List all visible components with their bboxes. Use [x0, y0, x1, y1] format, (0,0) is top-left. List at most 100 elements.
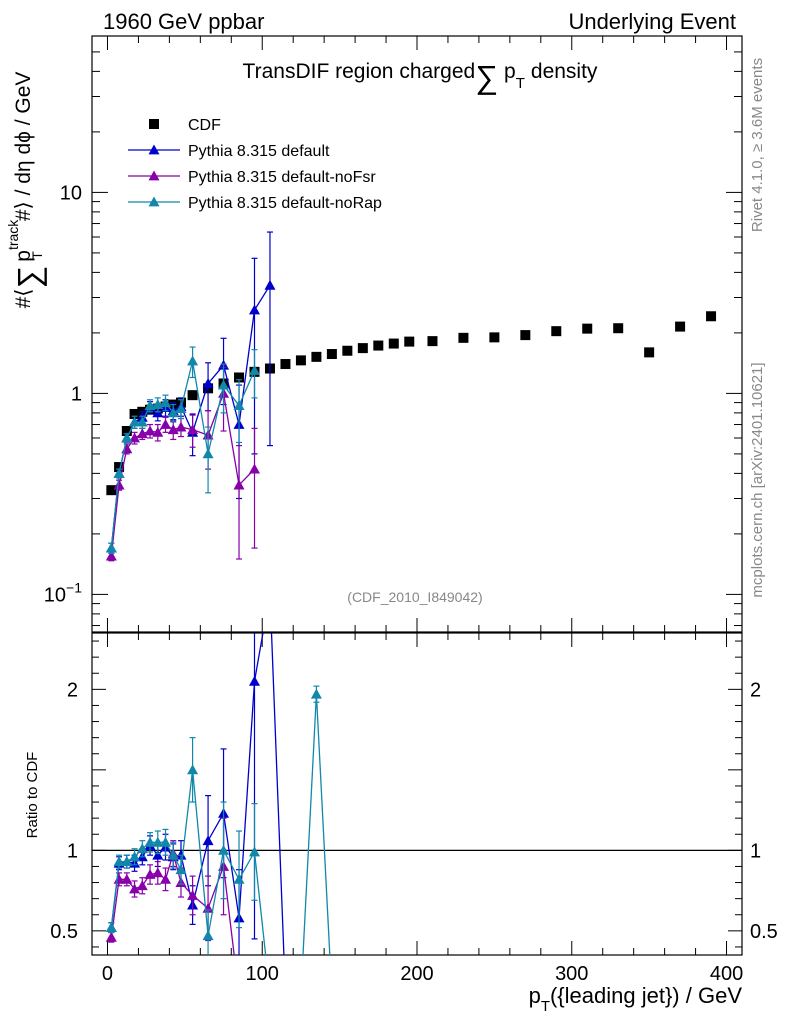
data-point — [167, 407, 179, 418]
data-point — [114, 462, 125, 473]
data-point — [167, 849, 179, 860]
data-point — [218, 379, 230, 390]
data-point — [129, 851, 141, 862]
data-point — [249, 304, 260, 315]
x-tick-label: 400 — [710, 963, 743, 985]
ratio-series — [105, 633, 331, 955]
data-point — [187, 355, 199, 366]
data-point — [152, 849, 164, 860]
data-point — [136, 843, 148, 854]
main-series — [105, 231, 717, 562]
data-point — [167, 424, 179, 435]
legend: CDF Pythia 8.315 default Pythia 8.315 defa… — [128, 117, 382, 212]
data-point — [249, 364, 260, 375]
data-point — [136, 880, 148, 891]
data-point — [233, 873, 245, 884]
data-point — [427, 336, 438, 347]
data-point — [675, 321, 686, 332]
data-point — [489, 332, 500, 343]
y-tick-label: 10−1 — [44, 579, 82, 606]
series-line — [110, 633, 285, 955]
legend-entry: Pythia 8.315 default-noFsr — [128, 169, 376, 186]
data-point — [113, 479, 125, 490]
data-point — [121, 856, 133, 867]
data-point — [160, 397, 172, 407]
legend-label: Pythia 8.315 default — [188, 143, 330, 160]
data-point — [121, 873, 133, 884]
data-point — [311, 351, 322, 362]
data-point — [458, 332, 469, 343]
data-point — [187, 889, 199, 900]
data-point — [175, 403, 187, 414]
data-point — [218, 844, 230, 855]
data-point — [187, 390, 198, 401]
legend-label: Pythia 8.315 default-noFsr — [188, 169, 376, 186]
data-point — [357, 343, 368, 354]
header-left: 1960 GeV ppbar — [103, 9, 264, 34]
main-title: TransDIF region charged∑ pTdensity — [243, 59, 598, 95]
data-point — [233, 400, 245, 410]
ratio-ylabel: Ratio to CDF — [24, 752, 41, 839]
data-point — [121, 426, 132, 437]
y-tick-label: 1 — [67, 840, 78, 862]
y-tick-label-right: 2 — [750, 679, 761, 701]
data-point — [187, 424, 199, 435]
legend-label: CDF — [188, 117, 221, 134]
data-point — [249, 463, 260, 474]
series-2 — [105, 366, 260, 562]
data-point — [148, 170, 160, 181]
data-point — [373, 340, 384, 351]
y-tick-label-right: 0.5 — [750, 921, 778, 943]
data-point — [342, 345, 353, 356]
legend-entry: CDF — [149, 117, 221, 134]
analysis-watermark: (CDF_2010_I849042) — [347, 589, 482, 605]
main-ylabel: #⟨∑ptrackT#⟩ / dη dϕ / GeV — [5, 72, 47, 309]
data-point — [149, 119, 159, 129]
data-point — [136, 428, 148, 439]
data-point — [582, 323, 593, 334]
data-point — [644, 347, 655, 358]
ratio-xlabel: pT({leading jet}) / GeV — [529, 983, 743, 1015]
main-axes: 10−1 1 10 — [44, 35, 742, 632]
series-3 — [105, 346, 260, 554]
legend-entry: Pythia 8.315 default — [128, 143, 330, 160]
data-point — [706, 311, 717, 322]
data-point — [160, 419, 172, 429]
y-tick-label-right: 1 — [750, 840, 761, 862]
x-tick-label: 200 — [400, 963, 433, 985]
data-point — [202, 448, 214, 459]
data-point — [152, 836, 164, 847]
data-point — [202, 378, 214, 388]
data-point — [551, 326, 562, 337]
data-point — [249, 846, 260, 857]
data-point — [295, 355, 306, 366]
data-point — [388, 338, 399, 349]
ratio-series-2 — [105, 685, 331, 955]
x-tick-label: 0 — [102, 963, 113, 985]
data-point — [160, 836, 172, 847]
rivet-label: Rivet 4.1.0, ≥ 3.6M events — [749, 58, 766, 232]
data-point — [105, 931, 117, 942]
legend-entry: Pythia 8.315 default-noRap — [128, 195, 382, 212]
data-point — [202, 835, 214, 846]
data-point — [160, 873, 172, 884]
mcplots-label: mcplots.cern.ch [arXiv:2401.10621] — [749, 362, 766, 597]
data-point — [113, 856, 125, 867]
data-point — [404, 336, 415, 347]
x-tick-label: 100 — [246, 963, 279, 985]
data-point — [233, 479, 245, 490]
data-point — [613, 323, 624, 334]
data-point — [121, 443, 133, 454]
x-tick-label: 300 — [555, 963, 588, 985]
data-point — [113, 467, 125, 478]
series-line — [110, 851, 235, 955]
data-point — [144, 836, 156, 847]
data-point — [520, 330, 531, 341]
y-tick-label: 10 — [60, 182, 82, 204]
data-point — [148, 144, 160, 155]
y-tick-label: 1 — [71, 383, 82, 405]
data-point — [129, 408, 140, 419]
data-point — [175, 864, 187, 875]
data-point — [129, 883, 141, 894]
ratio-series-1 — [105, 817, 235, 955]
